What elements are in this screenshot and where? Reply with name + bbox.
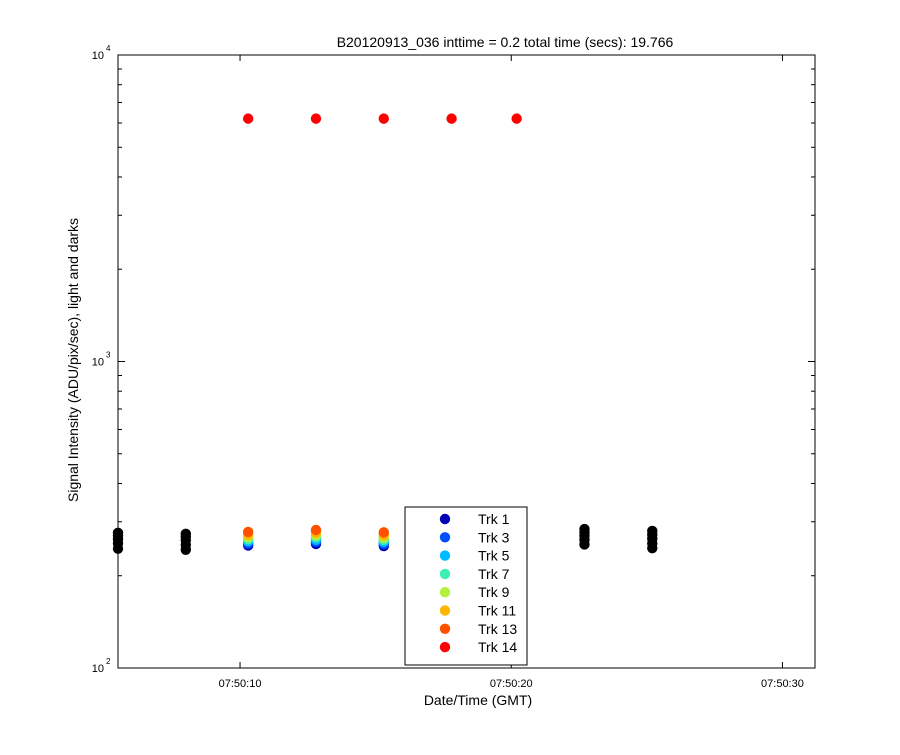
legend-label: Trk 14 <box>478 639 517 655</box>
trk-14-point <box>378 113 389 124</box>
legend-marker <box>439 532 451 543</box>
darks-layer <box>112 523 658 556</box>
legend-marker <box>439 605 451 616</box>
legend-marker <box>439 568 451 580</box>
legend-marker <box>439 623 451 634</box>
legend-marker <box>439 550 451 561</box>
legend-marker <box>439 587 451 598</box>
dark-point <box>579 523 590 535</box>
dark-point <box>647 525 658 537</box>
legend-marker <box>439 641 451 653</box>
trk-14-point <box>242 113 254 124</box>
legend-marker <box>439 513 451 525</box>
y-tick-label-exp: 3 <box>106 351 111 360</box>
dark-point <box>180 528 192 540</box>
legend-label: Trk 9 <box>478 584 510 600</box>
x-tick-label: 07:50:30 <box>761 678 804 690</box>
y-tick-label-exp: 2 <box>106 657 111 666</box>
chart-title: B20120913_036 inttime = 0.2 total time (… <box>337 34 674 50</box>
legend-label: Trk 3 <box>478 529 510 545</box>
legend: Trk 1 Trk 3 Trk 5 Trk 7 Trk 9 Trk 11 Trk 13 Trk… <box>404 506 528 666</box>
y-tick-label-base: 10 <box>92 357 104 369</box>
y-axis-label: Signal Intensity (ADU/pix/sec), light an… <box>65 218 81 502</box>
trk-13-point <box>378 527 389 538</box>
series-layer <box>242 113 522 552</box>
legend-label: Trk 5 <box>478 548 510 564</box>
trk-13-point <box>242 526 254 538</box>
trk-14-point <box>310 113 322 124</box>
x-tick-label: 07:50:10 <box>219 678 262 690</box>
plot-area-frame <box>117 54 816 669</box>
trk-14-point <box>446 113 457 124</box>
y-tick-label-base: 10 <box>92 663 104 675</box>
y-tick-label-base: 10 <box>92 50 104 62</box>
trk-14-point <box>511 113 522 124</box>
legend-label: Trk 1 <box>478 511 510 527</box>
y-tick-label-exp: 4 <box>106 44 111 53</box>
trk-13-point <box>310 524 322 536</box>
legend-label: Trk 11 <box>478 603 516 619</box>
legend-label: Trk 7 <box>478 566 510 582</box>
x-axis-label: Date/Time (GMT) <box>424 692 532 708</box>
legend-box <box>404 506 528 666</box>
legend-label: Trk 13 <box>478 621 517 637</box>
x-tick-label: 07:50:20 <box>490 678 533 690</box>
